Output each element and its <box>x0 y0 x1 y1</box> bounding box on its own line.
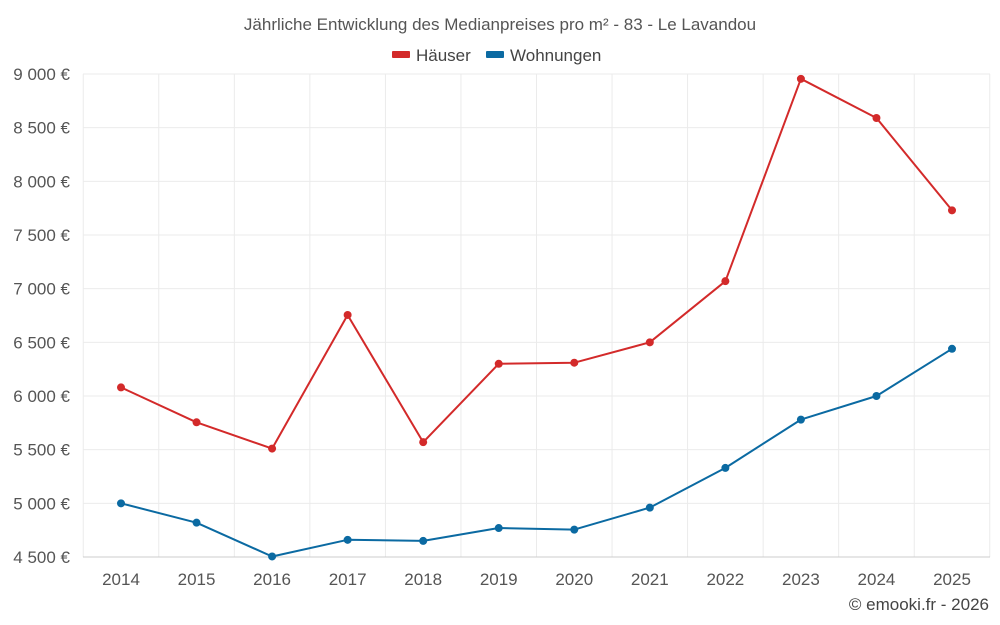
axes: 4 500 € 5 000 € 5 500 € 6 000 € 6 500 € 7 000… <box>13 65 990 589</box>
y-tick-label: 7 000 € <box>13 280 70 299</box>
y-tick-label: 5 000 € <box>13 494 70 513</box>
grid <box>82 73 991 558</box>
x-tick-label: 2021 <box>631 570 669 589</box>
y-tick-label: 8 500 € <box>13 119 70 138</box>
data-point-wohnungen[interactable] <box>192 518 201 527</box>
data-point-haeuser[interactable] <box>721 277 730 286</box>
x-tick-label: 2020 <box>555 570 593 589</box>
data-point-wohnungen[interactable] <box>645 503 654 512</box>
legend-label-haeuser: Häuser <box>416 46 471 65</box>
y-tick-label: 6 000 € <box>13 387 70 406</box>
x-tick-label: 2022 <box>706 570 744 589</box>
series <box>117 74 956 561</box>
series-line-wohnungen <box>120 347 953 558</box>
data-point-haeuser[interactable] <box>117 383 125 392</box>
legend-swatch-wohnungen <box>486 51 504 58</box>
y-tick-label: 4 500 € <box>13 548 70 567</box>
y-tick-label: 8 000 € <box>13 172 70 191</box>
legend-item-wohnungen[interactable]: Wohnungen <box>486 46 601 65</box>
data-point-haeuser[interactable] <box>645 338 654 347</box>
legend-swatch-haeuser <box>392 51 410 58</box>
y-tick-label: 5 500 € <box>13 441 70 460</box>
data-point-haeuser[interactable] <box>419 438 428 447</box>
x-tick-label: 2014 <box>102 570 140 589</box>
x-tick-label: 2017 <box>329 570 367 589</box>
data-point-wohnungen[interactable] <box>117 499 125 508</box>
x-tick-label: 2023 <box>782 570 820 589</box>
data-point-haeuser[interactable] <box>192 418 201 427</box>
data-point-wohnungen[interactable] <box>796 415 805 424</box>
y-tick-label: 9 000 € <box>13 65 70 84</box>
chart-title: Jährliche Entwicklung des Medianpreises … <box>244 15 756 34</box>
data-point-haeuser[interactable] <box>948 206 956 215</box>
y-tick-label: 6 500 € <box>13 333 70 352</box>
legend-item-haeuser[interactable]: Häuser <box>392 46 471 65</box>
x-tick-label: 2024 <box>858 570 896 589</box>
legend: Häuser Wohnungen <box>392 46 601 65</box>
series-haeuser <box>117 74 956 453</box>
data-point-haeuser[interactable] <box>796 74 805 83</box>
data-point-haeuser[interactable] <box>343 310 352 319</box>
data-point-haeuser[interactable] <box>570 358 579 367</box>
data-point-haeuser[interactable] <box>872 114 881 123</box>
y-tick-label: 7 500 € <box>13 226 70 245</box>
series-wohnungen <box>117 344 956 561</box>
data-point-wohnungen[interactable] <box>268 552 277 561</box>
x-tick-label: 2025 <box>933 570 971 589</box>
data-point-wohnungen[interactable] <box>570 525 579 534</box>
x-tick-label: 2015 <box>178 570 216 589</box>
data-point-haeuser[interactable] <box>268 444 277 453</box>
data-point-haeuser[interactable] <box>494 359 503 368</box>
data-point-wohnungen[interactable] <box>419 536 428 545</box>
x-tick-label: 2018 <box>404 570 442 589</box>
data-point-wohnungen[interactable] <box>721 463 730 472</box>
x-tick-label: 2019 <box>480 570 518 589</box>
data-point-wohnungen[interactable] <box>494 524 503 533</box>
series-line-haeuser <box>120 77 953 450</box>
data-point-wohnungen[interactable] <box>343 535 352 544</box>
credit-text: © emooki.fr - 2026 <box>849 595 989 614</box>
data-point-wohnungen[interactable] <box>872 392 881 400</box>
data-point-wohnungen[interactable] <box>948 344 956 353</box>
x-tick-label: 2016 <box>253 570 291 589</box>
legend-label-wohnungen: Wohnungen <box>510 46 601 65</box>
